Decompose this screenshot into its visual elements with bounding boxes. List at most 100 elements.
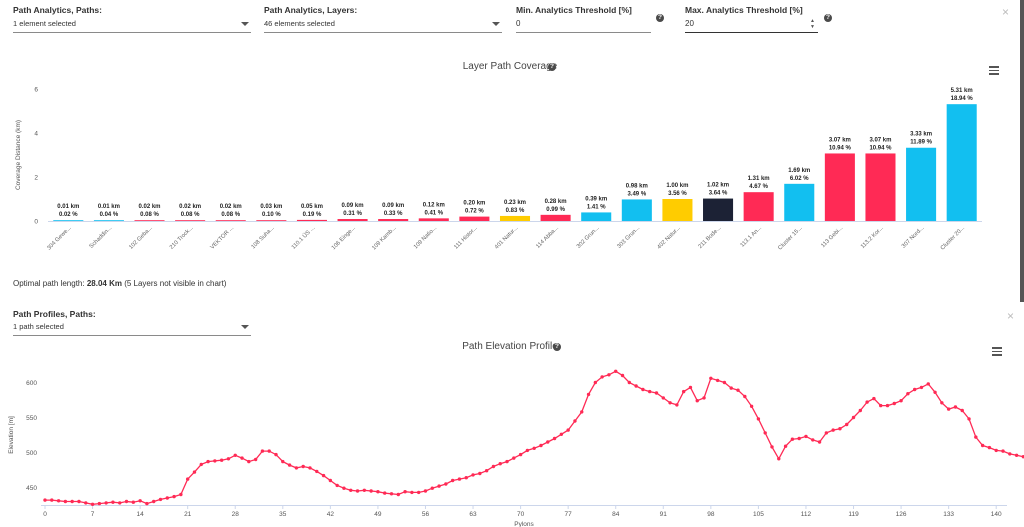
elevation-point bbox=[811, 438, 815, 442]
elevation-point bbox=[702, 396, 706, 400]
help-icon[interactable]: ? bbox=[656, 14, 664, 22]
elevation-point bbox=[940, 401, 944, 405]
paths-filter-label: Path Analytics, Paths: bbox=[13, 5, 102, 15]
bar-value-label: 5.31 km bbox=[951, 88, 973, 94]
elevation-point bbox=[967, 417, 971, 421]
elevation-point bbox=[349, 488, 353, 492]
elevation-point bbox=[301, 464, 305, 469]
elevation-point bbox=[512, 456, 516, 460]
elevation-point bbox=[831, 428, 835, 432]
x-tick-label: 42 bbox=[327, 511, 335, 518]
elevation-point bbox=[573, 419, 577, 423]
elevation-point bbox=[912, 387, 917, 392]
elevation-point bbox=[668, 401, 672, 405]
bar-value-label: 0.05 km bbox=[301, 204, 323, 210]
max-threshold-input[interactable]: 20 ▲ ▼ bbox=[685, 15, 818, 33]
optimal-prefix: Optimal path length: bbox=[13, 279, 87, 288]
x-tick-label: 302 Grun... bbox=[576, 225, 601, 250]
elevation-point bbox=[478, 471, 482, 476]
elevation-point bbox=[396, 492, 401, 497]
elevation-point bbox=[389, 492, 394, 496]
menu-icon[interactable] bbox=[989, 64, 999, 77]
elevation-point bbox=[185, 477, 190, 481]
min-threshold-input[interactable]: 0 bbox=[516, 15, 651, 33]
layers-select[interactable]: 46 elements selected bbox=[264, 15, 502, 33]
elevation-point bbox=[56, 499, 61, 503]
bar-percent-label: 0.10 % bbox=[262, 212, 281, 218]
elevation-point bbox=[586, 392, 591, 397]
menu-icon[interactable] bbox=[992, 345, 1002, 358]
max-threshold-label: Max. Analytics Threshold [%] bbox=[685, 5, 803, 15]
elevation-point bbox=[138, 499, 142, 503]
bar-percent-label: 4.67 % bbox=[749, 184, 768, 190]
elevation-point bbox=[219, 458, 224, 462]
coverage-chart-title: Layer Path Coverage bbox=[462, 61, 558, 72]
elevation-point bbox=[90, 502, 95, 506]
elevation-point bbox=[851, 415, 856, 420]
elevation-point bbox=[281, 459, 285, 464]
max-threshold-value: 20 bbox=[685, 19, 694, 28]
optimal-suffix: (5 Layers not visible in chart) bbox=[121, 279, 227, 288]
elevation-point bbox=[70, 499, 74, 504]
layers-filter-label: Path Analytics, Layers: bbox=[264, 5, 358, 15]
bar-value-label: 1.02 km bbox=[707, 183, 729, 189]
elevation-point bbox=[865, 400, 869, 404]
elevation-point bbox=[552, 436, 557, 441]
elevation-point bbox=[634, 384, 638, 388]
elevation-point bbox=[899, 399, 903, 403]
elevation-point bbox=[328, 478, 333, 483]
x-tick-label: 401 Natur... bbox=[494, 225, 520, 251]
x-tick-label: 7 bbox=[91, 511, 95, 518]
y-tick-label: 450 bbox=[26, 485, 37, 492]
elevation-point bbox=[287, 463, 292, 467]
elevation-point bbox=[926, 382, 930, 386]
close-icon[interactable]: × bbox=[1002, 5, 1010, 19]
bar-percent-label: 0.08 % bbox=[181, 212, 200, 218]
elevation-point bbox=[647, 389, 652, 394]
scrollbar[interactable] bbox=[1020, 0, 1024, 302]
x-tick-label: 56 bbox=[422, 511, 430, 518]
coverage-bar-chart: Coverage Distance (km) 0 2 4 6 0.01 km 0.02 % 3… bbox=[15, 87, 982, 252]
x-tick-label: Cluster 20... bbox=[940, 225, 967, 252]
elevation-point bbox=[179, 492, 183, 497]
elevation-point bbox=[824, 431, 829, 435]
bar-percent-label: 0.19 % bbox=[303, 212, 322, 218]
profile-paths-label: Path Profiles, Paths: bbox=[13, 309, 96, 319]
close-icon[interactable]: × bbox=[1007, 309, 1015, 323]
profile-paths-select[interactable]: 1 path selected bbox=[13, 318, 251, 336]
x-tick-label: 70 bbox=[517, 511, 525, 518]
y-tick-label: 500 bbox=[26, 450, 37, 457]
spinner-icon[interactable]: ▲ ▼ bbox=[810, 18, 815, 30]
x-tick-label: 140 bbox=[991, 511, 1002, 518]
elevation-point bbox=[743, 394, 747, 399]
paths-select[interactable]: 1 element selected bbox=[13, 15, 251, 33]
elevation-point bbox=[416, 490, 421, 495]
elevation-point bbox=[369, 489, 373, 493]
bar-value-label: 0.12 km bbox=[423, 202, 445, 208]
bar-percent-label: 0.83 % bbox=[506, 208, 525, 214]
elevation-point bbox=[580, 410, 584, 414]
elevation-point bbox=[383, 491, 387, 495]
help-icon[interactable]: ? bbox=[548, 63, 556, 71]
elevation-series-line bbox=[45, 370, 1024, 505]
elevation-point bbox=[661, 396, 665, 400]
elevation-point bbox=[783, 444, 788, 448]
bar bbox=[459, 216, 490, 221]
help-icon[interactable]: ? bbox=[824, 14, 832, 22]
elevation-point bbox=[253, 457, 258, 462]
elevation-point bbox=[675, 403, 679, 407]
elevation-point bbox=[321, 473, 326, 478]
elevation-point bbox=[342, 486, 346, 490]
x-tick-label: 402 Natur... bbox=[656, 225, 682, 251]
profile-paths-select-value: 1 path selected bbox=[13, 322, 64, 331]
x-tick-label: 0 bbox=[43, 511, 47, 518]
x-tick-label: 133 bbox=[943, 511, 954, 518]
elevation-point bbox=[118, 501, 122, 505]
bar bbox=[865, 153, 896, 221]
x-tick-label: 102 Geba... bbox=[128, 225, 154, 251]
x-tick-label: 307 Nord... bbox=[901, 225, 926, 250]
help-icon[interactable]: ? bbox=[553, 343, 561, 351]
elevation-point bbox=[505, 459, 509, 464]
bar bbox=[703, 198, 734, 221]
x-tick-label: 35 bbox=[279, 511, 287, 518]
